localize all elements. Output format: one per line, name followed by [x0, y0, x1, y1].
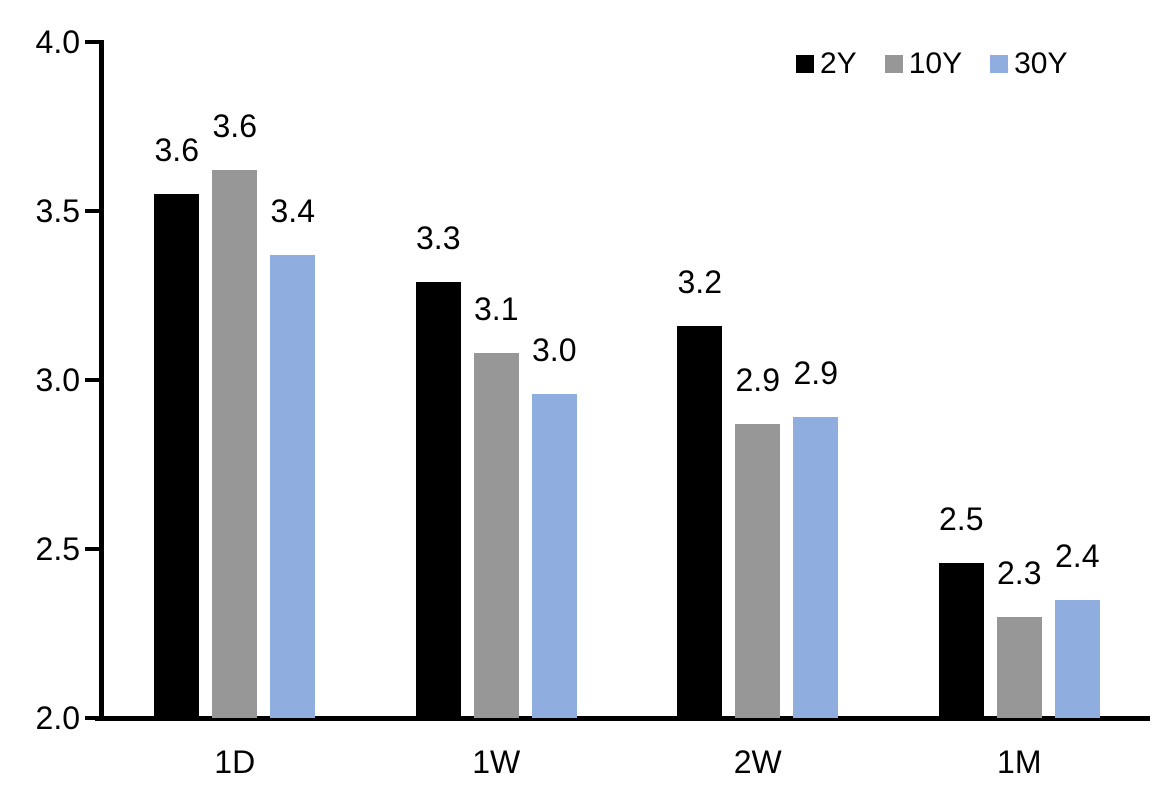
- legend-swatch-icon: [990, 55, 1009, 73]
- bar-value-label: 2.4: [1055, 537, 1100, 574]
- bar-10y-1m: [996, 616, 1042, 718]
- y-axis-tick-label: 3.5: [35, 193, 80, 229]
- bar-2y-1w: [415, 281, 461, 718]
- y-axis-tick-label: 3.0: [35, 362, 80, 398]
- legend-label: 10Y: [908, 47, 963, 80]
- bar-value-label: 2.3: [997, 554, 1042, 591]
- y-axis-tick: [85, 209, 99, 213]
- bar-10y-1w: [473, 352, 519, 718]
- bar-value-label: 3.0: [532, 331, 577, 368]
- legend-item-2y: 2Y: [796, 46, 857, 82]
- x-axis-category-label: 1D: [214, 744, 256, 780]
- y-axis-tick-label: 4.0: [35, 24, 80, 60]
- bar-30y-1m: [1054, 599, 1100, 718]
- bar-value-label: 3.6: [154, 132, 199, 169]
- legend-label: 30Y: [1014, 47, 1068, 80]
- bar-value-label: 2.5: [939, 500, 984, 537]
- y-axis-line: [99, 40, 104, 720]
- bar-30y-2w: [793, 417, 839, 718]
- y-axis-tick: [85, 547, 99, 551]
- chart-legend: 2Y 10Y 30Y: [796, 46, 1067, 82]
- y-axis-tick-label: 2.0: [35, 700, 80, 736]
- bar-2y-1m: [938, 562, 984, 718]
- x-axis-category-label: 2W: [733, 744, 782, 780]
- legend-swatch-icon: [884, 55, 903, 73]
- x-axis-category-label: 1M: [997, 744, 1042, 780]
- bar-value-label: 2.9: [793, 355, 838, 392]
- y-axis-tick: [85, 716, 99, 720]
- bar-value-label: 3.4: [270, 192, 315, 229]
- bar-value-label: 3.2: [677, 263, 722, 300]
- y-axis-tick: [85, 378, 99, 382]
- x-axis-line: [95, 716, 1150, 721]
- bar-value-label: 3.6: [212, 108, 257, 145]
- bar-value-label: 3.3: [416, 219, 461, 256]
- bar-30y-1w: [531, 393, 577, 718]
- bar-10y-2w: [735, 423, 781, 718]
- y-axis-tick: [85, 40, 99, 44]
- legend-item-10y: 10Y: [884, 46, 963, 82]
- bar-value-label: 3.1: [474, 290, 519, 327]
- bar-2y-1d: [154, 194, 200, 718]
- legend-label: 2Y: [820, 47, 857, 80]
- bar-30y-1d: [270, 254, 316, 718]
- bar-2y-2w: [677, 325, 723, 718]
- legend-item-30y: 30Y: [990, 46, 1067, 82]
- x-axis-category-label: 1W: [472, 744, 521, 780]
- bar-value-label: 2.9: [735, 361, 780, 398]
- bar-10y-1d: [212, 170, 258, 718]
- legend-swatch-icon: [796, 55, 814, 73]
- y-axis-tick-label: 2.5: [35, 531, 80, 567]
